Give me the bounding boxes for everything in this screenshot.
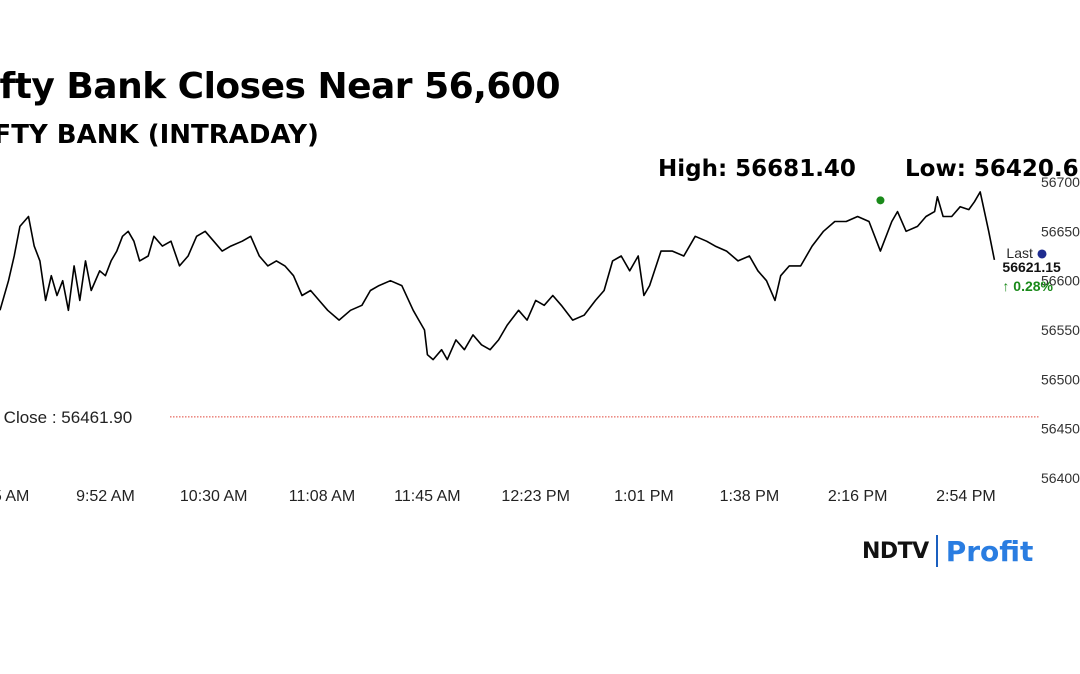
x-tick-label: 2:54 PM <box>936 488 996 505</box>
chart-subtitle: NIFTY BANK (INTRADAY) <box>0 120 319 150</box>
last-price-marker-dot <box>1037 249 1047 259</box>
logo-profit-text: Profit <box>945 534 1034 568</box>
y-tick-label: 56650 <box>1041 223 1080 239</box>
x-tick-label: 12:23 PM <box>501 488 569 505</box>
high-label: High: 56681.40 <box>658 156 856 182</box>
y-tick-label: 56600 <box>1041 273 1080 289</box>
chart-title: Nifty Bank Closes Near 56,600 <box>0 66 561 107</box>
y-tick-label: 56500 <box>1041 371 1080 387</box>
x-tick-label: 1:38 PM <box>720 488 780 505</box>
price-series-line <box>0 191 996 361</box>
x-tick-label: 11:45 AM <box>394 488 460 505</box>
x-tick-label: 9:15 AM <box>0 488 29 505</box>
last-value-label: 56621.15 <box>1002 259 1061 275</box>
y-tick-label: 56700 <box>1041 174 1080 190</box>
x-tick-label: 9:52 AM <box>76 488 135 505</box>
low-label: Low: 56420.65 <box>905 156 1080 182</box>
prev-close-label: Prev Close : 56461.90 <box>0 408 132 427</box>
y-tick-label: 56450 <box>1041 421 1080 437</box>
high-marker-dot <box>876 196 885 205</box>
x-tick-label: 2:16 PM <box>828 488 888 505</box>
x-tick-label: 10:30 AM <box>180 488 248 505</box>
y-tick-label: 56550 <box>1041 322 1080 338</box>
x-tick-label: 1:01 PM <box>614 488 674 505</box>
ndtv-profit-logo: NDTV Profit <box>862 534 1033 568</box>
logo-divider <box>935 535 938 567</box>
y-tick-label: 56400 <box>1041 470 1080 486</box>
last-price-label: Last <box>1006 245 1033 261</box>
logo-ndtv-text: NDTV <box>862 538 929 564</box>
x-tick-label: 11:08 AM <box>289 488 355 505</box>
change-percent-label: ↑ 0.28% <box>1002 278 1053 294</box>
